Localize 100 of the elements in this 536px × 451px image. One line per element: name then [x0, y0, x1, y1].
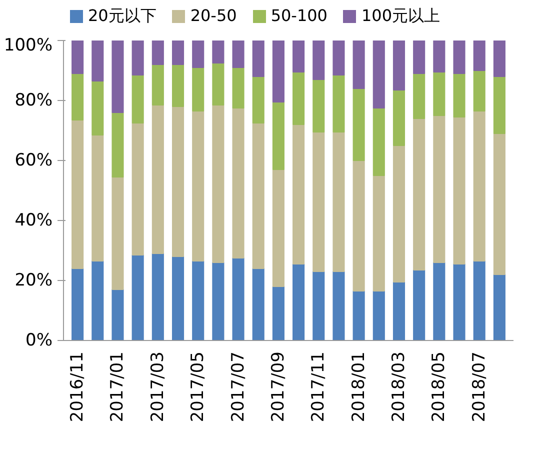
bar — [392, 281, 406, 340]
bar — [473, 110, 486, 262]
bar — [352, 290, 365, 340]
bar — [192, 110, 204, 262]
bar — [132, 254, 144, 340]
bar — [493, 274, 506, 340]
bar — [312, 78, 325, 132]
bar — [413, 118, 426, 270]
bar — [332, 270, 345, 340]
bar — [252, 122, 264, 269]
legend-label: 50-100 — [270, 5, 328, 27]
bar — [312, 131, 325, 272]
bar — [473, 260, 486, 340]
x-tick-label: 2016/11 — [68, 351, 88, 422]
bar — [192, 66, 204, 112]
bar — [352, 40, 365, 89]
y-tick-label: 40% — [14, 210, 53, 230]
bar — [392, 40, 406, 90]
bar — [72, 119, 84, 269]
x-tick-label: 2017/11 — [308, 351, 329, 422]
legend-label: 20元以下 — [88, 5, 156, 27]
bar — [332, 74, 345, 132]
bar — [312, 40, 325, 80]
bar — [92, 260, 104, 340]
bar — [152, 252, 164, 340]
x-tick-label: 2018/01 — [348, 351, 369, 422]
bar — [72, 40, 84, 74]
bar — [132, 40, 144, 76]
y-tick-label: 60% — [14, 150, 53, 170]
bar — [352, 160, 365, 292]
bar — [312, 270, 325, 340]
bar — [192, 260, 204, 340]
x-tick-label: 2018/07 — [469, 351, 490, 422]
bar — [112, 176, 124, 290]
y-tick-label: 0% — [26, 330, 53, 350]
x-tick-label: 2017/07 — [228, 351, 248, 422]
bar — [132, 122, 144, 256]
bar — [392, 89, 406, 146]
bar — [152, 104, 164, 254]
bar — [212, 62, 224, 106]
bar — [232, 66, 244, 108]
x-tick-label: 2018/05 — [429, 351, 450, 422]
bar — [212, 40, 224, 64]
bar — [252, 76, 264, 124]
x-tick-label: 2017/03 — [148, 351, 168, 422]
bar — [372, 174, 385, 292]
bar — [433, 71, 446, 116]
bar — [493, 40, 506, 77]
bar — [192, 40, 204, 68]
bar — [292, 71, 305, 125]
bar — [332, 40, 345, 76]
bar — [433, 262, 446, 340]
x-tick-label: 2017/05 — [188, 351, 208, 422]
bar — [252, 268, 264, 340]
bar — [172, 106, 184, 257]
bar — [453, 263, 466, 340]
bar — [172, 64, 184, 107]
bar — [493, 76, 506, 134]
bar — [392, 144, 406, 282]
bar — [152, 64, 164, 106]
bar — [172, 40, 184, 65]
bar — [212, 262, 224, 340]
bar — [132, 74, 144, 124]
x-tick-label: 2017/09 — [268, 351, 288, 422]
bar — [232, 40, 244, 68]
bar — [272, 40, 284, 102]
bar — [413, 72, 426, 119]
x-tick-label: 2017/01 — [108, 351, 128, 422]
bar — [453, 40, 466, 74]
bar — [112, 288, 124, 340]
bar — [433, 114, 446, 263]
bar — [272, 286, 284, 340]
y-tick-label: 80% — [14, 90, 53, 110]
bar — [72, 72, 84, 120]
legend-label: 100元以上 — [361, 5, 440, 27]
bar — [152, 40, 164, 65]
legend-label: 20-50 — [190, 5, 237, 27]
bar — [92, 40, 104, 82]
bar — [413, 40, 426, 74]
y-tick-label: 100% — [4, 35, 53, 56]
bar — [272, 168, 284, 287]
bar — [172, 256, 184, 340]
bar — [453, 72, 466, 118]
x-tick-label: 2018/03 — [388, 351, 409, 422]
bar — [92, 134, 104, 262]
bar — [232, 107, 244, 258]
bar — [473, 70, 486, 112]
y-tick-label: 20% — [14, 270, 53, 290]
bar — [292, 263, 305, 340]
bar — [473, 40, 486, 71]
bar — [292, 124, 305, 264]
bar — [493, 132, 506, 275]
bar — [72, 268, 84, 340]
bar — [252, 40, 264, 77]
bar — [112, 40, 124, 113]
bar — [413, 269, 426, 340]
bar — [372, 107, 385, 176]
bar — [332, 131, 345, 272]
bar — [272, 101, 284, 170]
bar — [372, 40, 385, 108]
